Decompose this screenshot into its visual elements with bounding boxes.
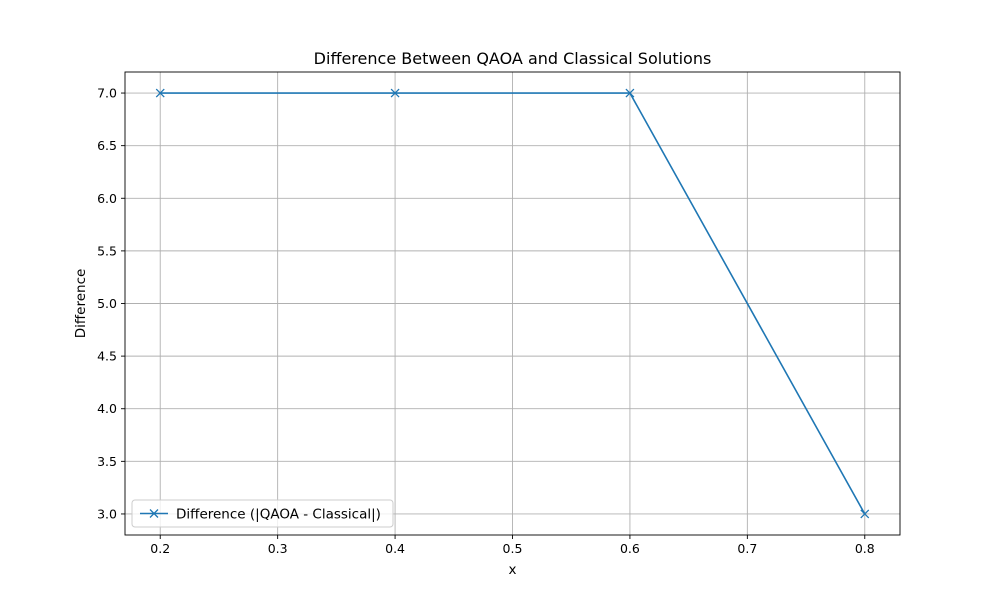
legend: Difference (|QAOA - Classical|) <box>131 499 394 528</box>
y-tick-label: 5.0 <box>97 296 117 311</box>
x-tick-label: 0.8 <box>855 541 875 556</box>
x-tick-label: 0.7 <box>737 541 757 556</box>
y-axis-label: Difference <box>73 269 89 339</box>
series-layer <box>155 88 870 519</box>
y-tick-label: 7.0 <box>97 86 117 101</box>
legend-marker-swatch <box>149 509 159 518</box>
x-tick-label: 0.6 <box>620 541 640 556</box>
x-axis: 0.2 0.3 0.4 0.5 0.6 0.7 0.8 <box>150 535 875 556</box>
data-point-marker <box>625 88 635 98</box>
y-axis: 3.0 3.5 4.0 4.5 5.0 5.5 6.0 6.5 7.0 <box>97 86 125 521</box>
y-tick-label: 5.5 <box>97 243 117 258</box>
y-tick-label: 6.0 <box>97 191 117 206</box>
x-tick-label: 0.2 <box>150 541 170 556</box>
x-tick-label: 0.4 <box>385 541 405 556</box>
x-tick-label: 0.3 <box>268 541 288 556</box>
series-line <box>160 92 866 515</box>
y-tick-label: 3.0 <box>97 506 117 521</box>
y-tick-label: 4.0 <box>97 401 117 416</box>
y-tick-label: 6.5 <box>97 138 117 153</box>
y-tick-label: 4.5 <box>97 349 117 364</box>
data-point-marker <box>155 88 165 98</box>
y-tick-label: 3.5 <box>97 454 117 469</box>
legend-box <box>131 499 394 528</box>
x-axis-label: x <box>509 562 517 578</box>
legend-label: Difference (|QAOA - Classical|) <box>176 507 381 523</box>
x-tick-label: 0.5 <box>503 541 523 556</box>
data-point-marker <box>860 509 870 519</box>
data-point-marker <box>390 88 400 98</box>
chart-title: Difference Between QAOA and Classical So… <box>314 49 712 68</box>
